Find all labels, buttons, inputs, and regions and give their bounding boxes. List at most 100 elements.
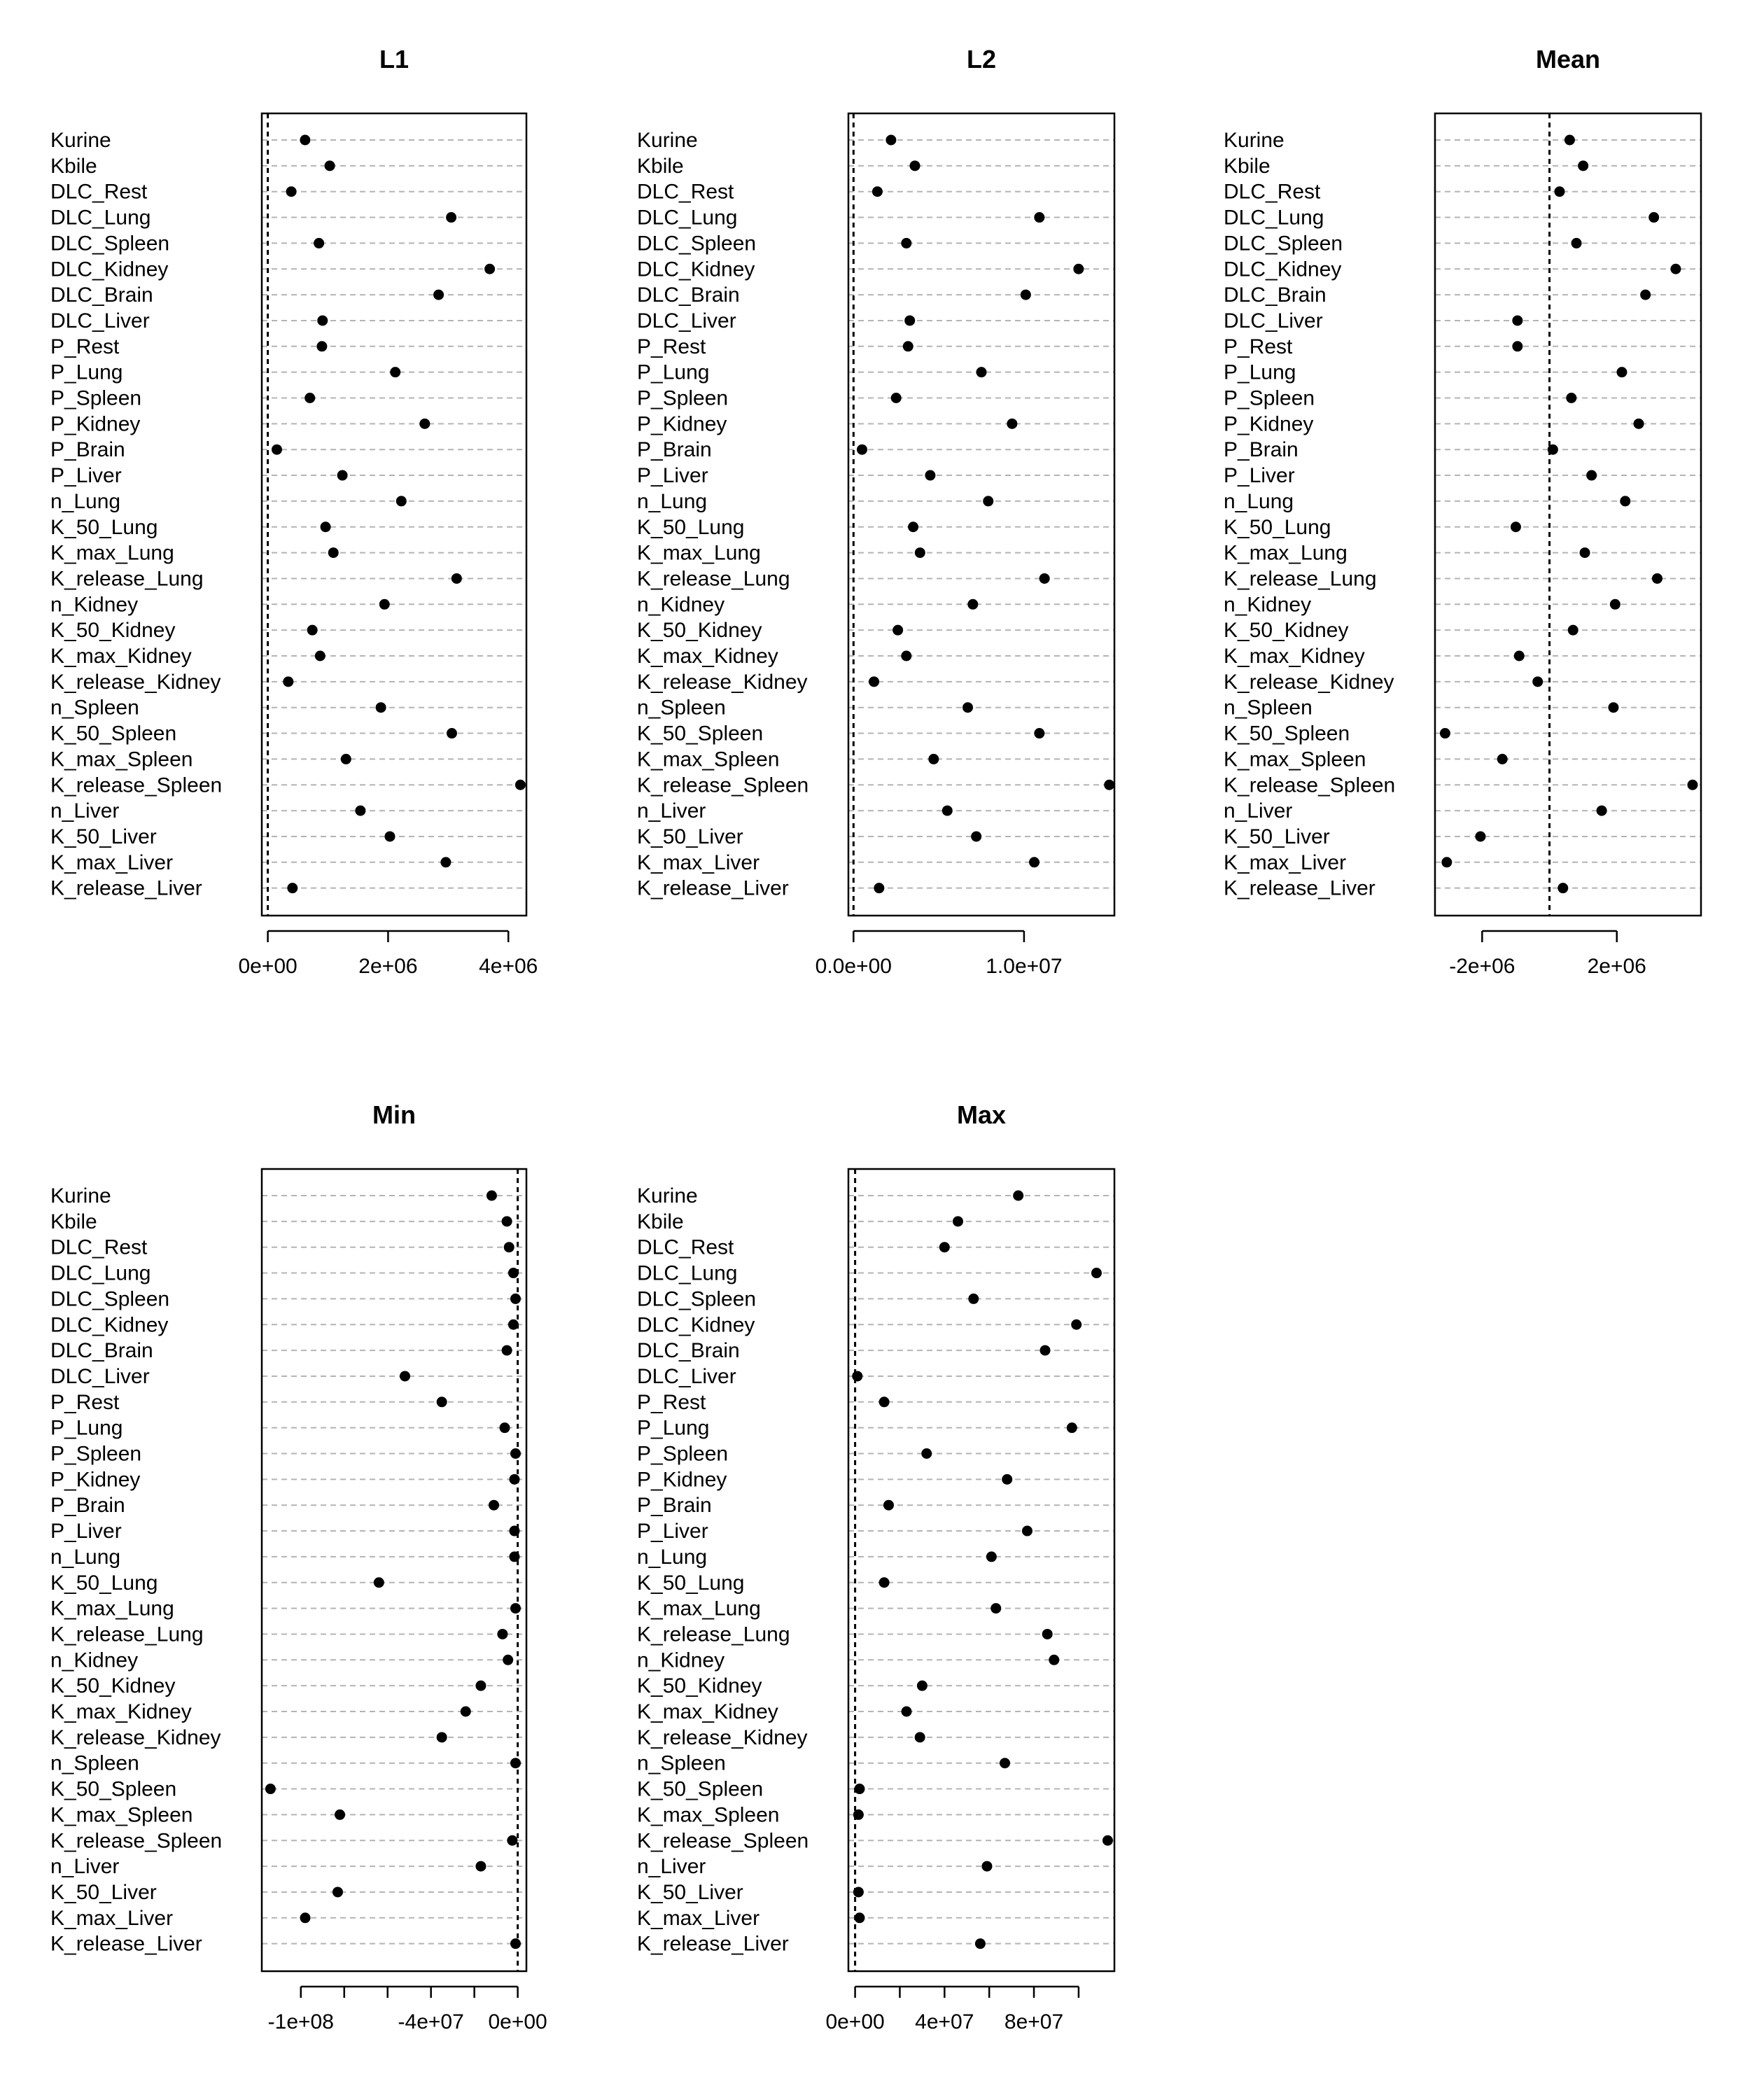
data-point bbox=[300, 1912, 311, 1924]
data-point bbox=[1039, 573, 1050, 584]
data-point bbox=[1104, 779, 1115, 790]
data-point bbox=[1651, 573, 1662, 584]
row-label: Kurine bbox=[637, 129, 698, 152]
plot-frame bbox=[847, 112, 1116, 917]
data-point bbox=[509, 1525, 520, 1536]
row-label: K_max_Lung bbox=[50, 542, 174, 565]
row-label: K_max_Spleen bbox=[637, 748, 779, 771]
row-label: K_max_Lung bbox=[637, 542, 761, 565]
data-point bbox=[1579, 547, 1590, 559]
data-point bbox=[916, 1680, 927, 1691]
data-point bbox=[446, 212, 457, 223]
row-label: P_Liver bbox=[50, 1520, 122, 1543]
row-label: Kurine bbox=[50, 1184, 111, 1208]
data-point bbox=[510, 1448, 522, 1459]
row-label: K_max_Kidney bbox=[50, 1700, 192, 1723]
row-label: n_Liver bbox=[637, 1855, 706, 1878]
row-label: K_release_Liver bbox=[50, 877, 202, 900]
data-point bbox=[510, 1938, 522, 1949]
row-label: K_50_Liver bbox=[50, 825, 157, 848]
data-point bbox=[1439, 728, 1450, 739]
row-label: K_release_Kidney bbox=[50, 671, 221, 694]
data-point bbox=[1586, 470, 1597, 481]
data-point bbox=[1648, 212, 1660, 223]
data-point bbox=[287, 883, 298, 894]
row-label: K_release_Lung bbox=[50, 567, 204, 590]
row-label: P_Brain bbox=[637, 1494, 712, 1517]
row-label: P_Kidney bbox=[50, 412, 140, 435]
row-label: n_Spleen bbox=[50, 696, 139, 720]
data-point bbox=[939, 1242, 950, 1253]
data-point bbox=[983, 496, 994, 507]
panel-mean: Mean Kurine Kbile DLC_RestDLC_LungDLC_Splee… bbox=[1224, 45, 1702, 978]
row-label: n_Lung bbox=[50, 490, 120, 513]
data-point bbox=[1620, 496, 1631, 507]
data-point bbox=[962, 702, 974, 713]
panel-title: Mean bbox=[1536, 45, 1600, 74]
data-point bbox=[852, 1371, 863, 1382]
x-tick-label: 0.0e+00 bbox=[816, 955, 892, 978]
data-point bbox=[440, 857, 451, 868]
row-label: K_release_Liver bbox=[50, 1933, 202, 1956]
data-point bbox=[1567, 624, 1578, 636]
data-point bbox=[878, 1396, 890, 1408]
row-label: K_max_Kidney bbox=[637, 1700, 778, 1723]
row-label: DLC_Lung bbox=[50, 1262, 150, 1285]
row-label: K_max_Liver bbox=[637, 1907, 760, 1930]
row-label: K_max_Liver bbox=[1224, 851, 1346, 874]
row-label: K_release_Spleen bbox=[50, 774, 222, 797]
row-label: Kbile bbox=[1224, 155, 1270, 178]
data-point bbox=[874, 883, 885, 894]
row-label: P_Brain bbox=[50, 438, 125, 461]
row-label: n_Liver bbox=[1224, 799, 1292, 822]
data-point bbox=[497, 1628, 508, 1639]
data-point bbox=[1071, 1319, 1082, 1330]
data-point bbox=[1034, 212, 1045, 223]
row-label: Kurine bbox=[1224, 129, 1284, 152]
data-point bbox=[904, 315, 916, 326]
data-point bbox=[901, 650, 912, 662]
data-point bbox=[1441, 857, 1452, 868]
row-label: K_max_Lung bbox=[637, 1597, 761, 1620]
data-point bbox=[460, 1706, 471, 1717]
data-point bbox=[1475, 831, 1486, 842]
data-point bbox=[304, 393, 316, 403]
data-point bbox=[384, 831, 396, 842]
x-tick-label: 2e+06 bbox=[1588, 955, 1646, 978]
data-point bbox=[1512, 315, 1523, 326]
row-label: P_Rest bbox=[1224, 335, 1293, 358]
row-label: K_release_Spleen bbox=[50, 1829, 222, 1852]
data-point bbox=[901, 237, 912, 248]
data-point bbox=[928, 753, 939, 764]
data-point bbox=[872, 186, 883, 197]
data-point bbox=[300, 134, 311, 146]
data-point bbox=[908, 522, 919, 533]
row-label: K_release_Liver bbox=[1224, 877, 1376, 900]
data-point bbox=[317, 315, 328, 326]
row-label: K_release_Lung bbox=[1224, 567, 1377, 590]
row-label: K_release_Lung bbox=[637, 1623, 790, 1646]
row-label: K_max_Kidney bbox=[1224, 645, 1365, 668]
data-point bbox=[1670, 263, 1681, 274]
data-point bbox=[1091, 1268, 1102, 1279]
data-point bbox=[507, 1835, 518, 1846]
data-point bbox=[1102, 1835, 1113, 1846]
data-point bbox=[507, 1319, 519, 1330]
data-point bbox=[1558, 883, 1569, 894]
x-tick-label: 1.0e+07 bbox=[986, 955, 1062, 978]
row-label: K_50_Lung bbox=[637, 1572, 745, 1595]
data-point bbox=[499, 1422, 510, 1434]
row-label: DLC_Rest bbox=[637, 1236, 734, 1259]
data-point bbox=[986, 1551, 997, 1562]
data-point bbox=[967, 598, 979, 610]
row-label: DLC_Lung bbox=[637, 206, 737, 230]
data-point bbox=[328, 547, 339, 559]
data-point bbox=[316, 341, 328, 352]
data-point bbox=[510, 1293, 522, 1304]
row-label: DLC_Kidney bbox=[637, 1313, 755, 1336]
data-point bbox=[1608, 702, 1619, 713]
row-label: DLC_Liver bbox=[50, 1365, 150, 1388]
row-label: P_Rest bbox=[50, 335, 120, 358]
row-label: K_max_Spleen bbox=[50, 1803, 192, 1826]
